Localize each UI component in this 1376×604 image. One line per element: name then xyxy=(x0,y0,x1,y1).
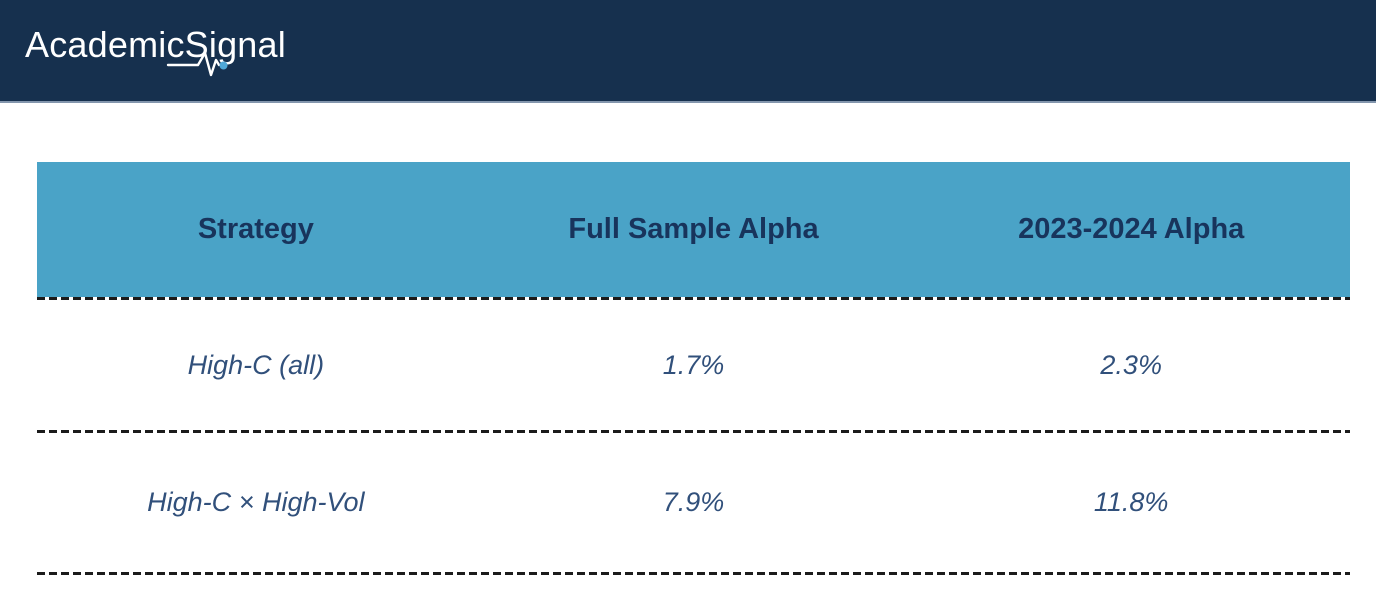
pulse-dot-icon xyxy=(219,61,228,70)
brand-name-academic: Academic xyxy=(25,24,185,65)
dashed-divider xyxy=(37,572,1350,575)
brand-logo: AcademicSignal xyxy=(25,24,286,80)
table-row: High-C (all) 1.7% 2.3% xyxy=(37,300,1350,430)
pulse-icon xyxy=(166,51,228,77)
dashed-divider xyxy=(37,430,1350,433)
column-header-strategy: Strategy xyxy=(197,213,314,245)
table-header-row: Strategy Full Sample Alpha 2023-2024 Alp… xyxy=(37,162,1350,297)
cell-strategy: High-C (all) xyxy=(187,349,325,380)
cell-2023-2024-alpha: 2.3% xyxy=(1100,349,1162,380)
cell-full-sample-alpha: 1.7% xyxy=(662,349,725,380)
alpha-table: Strategy Full Sample Alpha 2023-2024 Alp… xyxy=(37,162,1350,575)
cell-strategy: High-C × High-Vol xyxy=(147,487,365,517)
dashed-divider xyxy=(37,297,1350,300)
table-row: High-C × High-Vol 7.9% 11.8% xyxy=(37,433,1350,572)
app-header: AcademicSignal xyxy=(0,0,1376,103)
column-header-full-sample-alpha: Full Sample Alpha xyxy=(568,213,819,245)
column-header-2023-2024-alpha: 2023-2024 Alpha xyxy=(1018,213,1245,245)
cell-full-sample-alpha: 7.9% xyxy=(662,487,725,517)
cell-2023-2024-alpha: 11.8% xyxy=(1093,487,1169,517)
